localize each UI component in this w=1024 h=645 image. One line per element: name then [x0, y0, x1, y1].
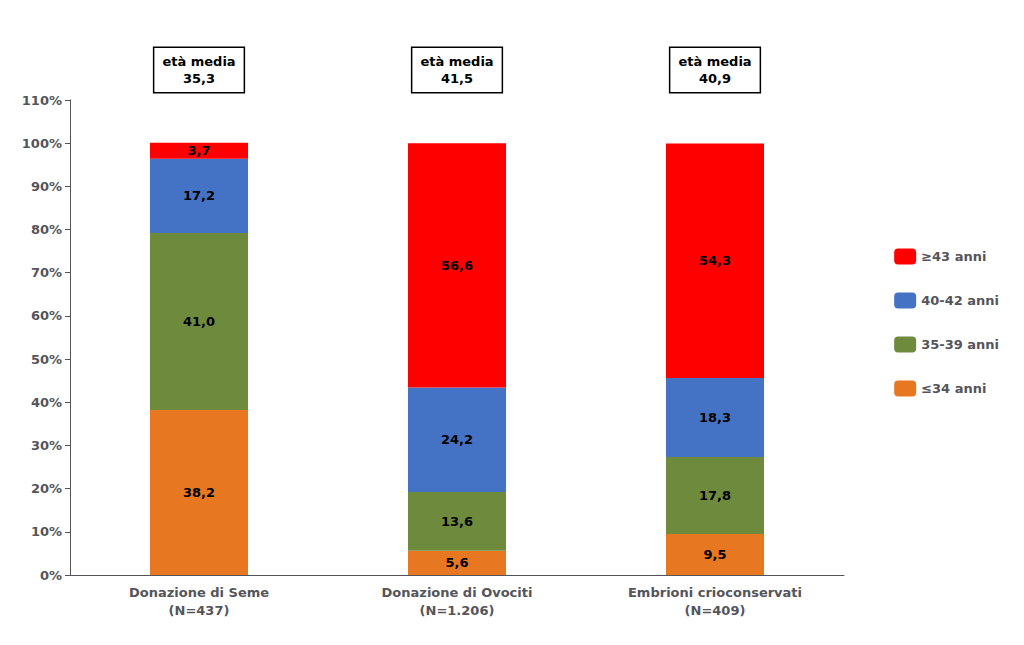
svg-text:56,6: 56,6: [441, 258, 473, 273]
svg-text:30%: 30%: [31, 438, 62, 453]
svg-text:40,9: 40,9: [699, 71, 731, 86]
svg-text:età media: età media: [678, 54, 751, 69]
svg-text:17,8: 17,8: [699, 488, 731, 503]
svg-text:70%: 70%: [31, 265, 62, 280]
svg-text:Embrioni crioconservati: Embrioni crioconservati: [628, 585, 802, 600]
svg-text:110%: 110%: [22, 93, 62, 108]
svg-text:Donazione di Seme: Donazione di Seme: [129, 585, 269, 600]
svg-text:età media: età media: [420, 54, 493, 69]
svg-text:(N=437): (N=437): [169, 603, 230, 618]
svg-text:13,6: 13,6: [441, 514, 473, 529]
svg-text:≤34 anni: ≤34 anni: [921, 381, 986, 396]
svg-text:17,2: 17,2: [183, 188, 215, 203]
svg-text:50%: 50%: [31, 352, 62, 367]
svg-text:40-42 anni: 40-42 anni: [921, 293, 999, 308]
svg-text:54,3: 54,3: [699, 253, 731, 268]
svg-text:18,3: 18,3: [699, 410, 731, 425]
svg-text:40%: 40%: [31, 395, 62, 410]
svg-text:10%: 10%: [31, 524, 62, 539]
svg-text:24,2: 24,2: [441, 432, 473, 447]
svg-text:3,7: 3,7: [187, 143, 210, 158]
svg-text:60%: 60%: [31, 308, 62, 323]
svg-text:35,3: 35,3: [183, 71, 215, 86]
svg-text:5,6: 5,6: [445, 555, 468, 570]
svg-text:età media: età media: [162, 54, 235, 69]
svg-text:80%: 80%: [31, 222, 62, 237]
svg-text:9,5: 9,5: [703, 547, 726, 562]
svg-text:90%: 90%: [31, 179, 62, 194]
svg-text:(N=409): (N=409): [685, 603, 746, 618]
svg-text:0%: 0%: [40, 568, 62, 583]
svg-text:38,2: 38,2: [183, 485, 215, 500]
svg-text:≥43 anni: ≥43 anni: [921, 249, 986, 264]
svg-text:41,0: 41,0: [183, 314, 215, 329]
svg-text:(N=1.206): (N=1.206): [420, 603, 495, 618]
svg-text:20%: 20%: [31, 481, 62, 496]
svg-text:100%: 100%: [22, 136, 62, 151]
svg-text:Donazione di Ovociti: Donazione di Ovociti: [382, 585, 533, 600]
svg-text:41,5: 41,5: [441, 71, 473, 86]
svg-text:35-39 anni: 35-39 anni: [921, 337, 999, 352]
